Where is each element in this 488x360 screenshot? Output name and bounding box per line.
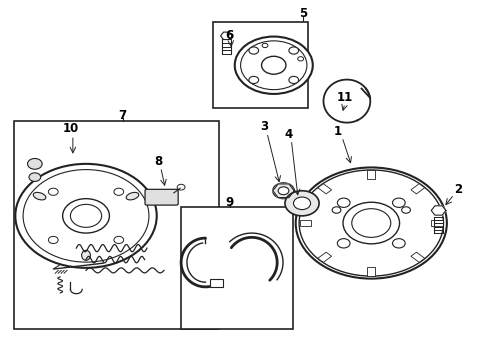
Bar [14,121,219,329]
Bar [410,184,424,194]
Bar [317,184,331,194]
Circle shape [262,43,267,48]
Circle shape [114,188,123,195]
Bar [299,220,311,226]
Bar [76,253,96,261]
Circle shape [163,194,173,201]
Circle shape [114,237,123,243]
Circle shape [177,184,184,190]
Bar [366,170,374,179]
Circle shape [401,207,409,213]
Circle shape [248,47,258,54]
Text: 1: 1 [333,125,342,138]
Bar [430,220,442,226]
Text: 4: 4 [284,127,292,141]
Text: 10: 10 [62,122,79,135]
Circle shape [285,191,319,216]
Circle shape [70,204,102,227]
Text: 9: 9 [225,196,234,209]
Bar [317,252,331,262]
Ellipse shape [81,250,90,260]
Circle shape [15,164,157,268]
Polygon shape [272,184,294,198]
Bar [210,279,223,287]
Circle shape [48,188,58,195]
Circle shape [288,47,298,54]
Circle shape [331,207,340,213]
Text: 7: 7 [118,109,126,122]
Circle shape [62,199,109,233]
Circle shape [29,173,41,181]
Bar [181,207,293,329]
Ellipse shape [126,192,139,200]
Circle shape [27,158,42,169]
FancyBboxPatch shape [145,189,178,205]
Ellipse shape [33,192,46,200]
Bar [410,252,424,262]
Circle shape [234,37,312,94]
Text: 6: 6 [225,29,234,42]
Circle shape [337,239,349,248]
Circle shape [149,194,159,201]
Circle shape [288,76,298,84]
Circle shape [272,183,294,199]
Circle shape [392,239,405,248]
Text: 11: 11 [336,91,352,104]
Circle shape [392,198,405,207]
Circle shape [293,197,310,210]
Text: 5: 5 [298,8,306,21]
Circle shape [278,187,288,195]
Text: 3: 3 [260,121,267,134]
Circle shape [248,76,258,84]
Circle shape [278,187,288,195]
Text: 2: 2 [453,183,461,196]
Circle shape [295,167,446,279]
Text: 8: 8 [154,155,162,168]
Circle shape [261,56,285,74]
Bar [212,22,307,108]
Circle shape [48,237,58,243]
Circle shape [297,57,303,61]
Circle shape [337,198,349,207]
Bar [366,267,374,276]
Polygon shape [430,206,445,215]
Polygon shape [220,32,232,40]
